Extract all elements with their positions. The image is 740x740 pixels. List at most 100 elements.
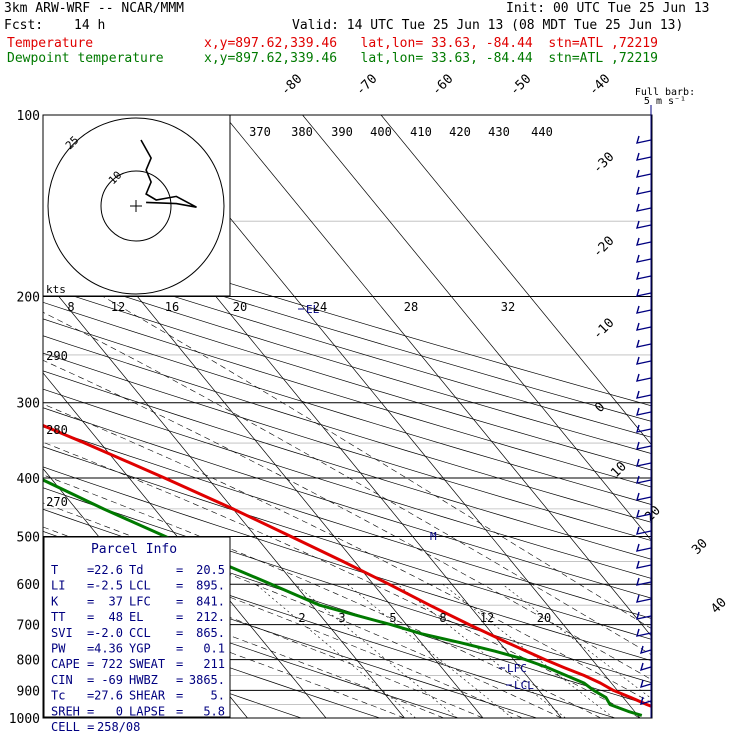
parcel-key: LAPSE [129, 704, 165, 718]
parcel-value: 841. [196, 594, 225, 608]
pressure-tick-label: 300 [17, 397, 40, 412]
mixing-ratio-label: 8 [439, 611, 446, 625]
dry-adiabat-line [43, 426, 652, 619]
parcel-value: 3865. [189, 673, 225, 687]
isotherm-tick-label: 20 [642, 503, 664, 525]
parcel-value: -2.0 [94, 626, 123, 640]
dewpoint-legend-label: Dewpoint temperature [7, 51, 164, 66]
mixing-ratio-label: 5 [389, 611, 396, 625]
dry-adiabat-line [43, 407, 652, 599]
wind-barb [636, 322, 652, 331]
wind-barb [636, 305, 652, 314]
dry-adiabat-line [43, 352, 652, 542]
wind-barb [636, 475, 652, 484]
theta-tick-label: 410 [410, 125, 432, 139]
mixing-ratio-line [255, 583, 416, 718]
parcel-value: 865. [196, 626, 225, 640]
wind-barb [636, 220, 652, 229]
parcel-eq: = [87, 704, 94, 718]
isotherm-line [380, 115, 652, 446]
dry-adiabat-line [43, 301, 652, 488]
hodo-speed-label: 24 [313, 300, 327, 314]
wind-barb [636, 339, 652, 348]
theta-tick-label: 390 [331, 125, 353, 139]
parcel-eq: = [176, 704, 183, 718]
dry-adiabat-line [43, 239, 652, 422]
wind-barb [639, 662, 652, 672]
parcel-eq: = [87, 610, 94, 624]
plot-frame [42, 114, 653, 719]
mixing-ratio-label: 2 [298, 611, 305, 625]
forecast-hour: 14 h [74, 18, 106, 33]
parcel-value: 0.1 [203, 642, 225, 656]
dry-adiabat-line [43, 335, 652, 523]
pressure-tick-label: 1000 [9, 712, 40, 727]
pressure-tick-label: 800 [17, 654, 40, 669]
wind-barb [636, 356, 652, 365]
dry-adiabat-line [43, 388, 652, 580]
wind-barb [636, 594, 652, 603]
isotherm-tick-label: -30 [590, 150, 617, 177]
wind-barb [636, 560, 652, 569]
hodo-speed-label: 16 [165, 300, 179, 314]
dry-adiabat-line [43, 224, 652, 407]
parcel-eq: = [176, 689, 183, 703]
dry-adiabat-line [43, 508, 652, 706]
parcel-eq: = [176, 626, 183, 640]
theta-tick-label: 400 [370, 125, 392, 139]
mixing-ratio-label: 12 [480, 611, 494, 625]
dry-adiabat-line [43, 318, 652, 506]
pressure-tick-label: 400 [17, 472, 40, 487]
parcel-eq: = [87, 579, 94, 593]
parcel-eq: = [87, 673, 94, 687]
parcel-key: LFC [129, 594, 151, 608]
isotherm-tick-label: -70 [353, 72, 380, 99]
moist-adiabat-line [43, 566, 444, 718]
wind-barb [636, 237, 652, 246]
wind-barb [636, 441, 652, 450]
wind-barb [636, 373, 652, 382]
parcel-eq: = [87, 626, 94, 640]
parcel-value: 211 [203, 657, 225, 671]
wind-barb [636, 390, 652, 399]
parcel-key: SVI [51, 626, 73, 640]
cell-label: CELL = [51, 720, 94, 734]
wind-barb [636, 526, 652, 535]
hodo-unit-label: kts [46, 283, 66, 296]
pressure-tick-label: 900 [17, 684, 40, 699]
wind-barb [636, 424, 652, 433]
barb-legend-title: Full barb: [635, 87, 695, 98]
parcel-key: SHEAR [129, 689, 166, 703]
mixing-ratio-line [295, 583, 458, 718]
wind-barb [636, 628, 652, 637]
parcel-key: LI [51, 579, 65, 593]
parcel-eq: = [176, 563, 183, 577]
parcel-key: CCL [129, 626, 151, 640]
theta-left-label: 280 [46, 423, 68, 437]
theta-tick-label: 430 [488, 125, 510, 139]
parcel-key: SREH [51, 704, 80, 718]
moist-adiabat-line [43, 359, 652, 681]
dewpoint-legend-info: x,y=897.62,339.46 lat,lon= 33.63, -84.44… [204, 51, 658, 66]
wind-barb [636, 203, 652, 212]
wind-barb [636, 543, 652, 552]
parcel-value: 22.6 [94, 563, 123, 577]
hodo-ring-10 [100, 170, 172, 242]
parcel-value: 37 [109, 594, 123, 608]
isotherm-line [0, 115, 12, 718]
theta-left-label: 270 [46, 495, 68, 509]
wind-barb [636, 577, 652, 586]
wind-barb [639, 679, 652, 689]
isotherm-tick-label: 0 [592, 400, 608, 416]
wind-barb [636, 254, 652, 263]
mixing-ratio-line [442, 583, 614, 718]
dry-adiabat-line [43, 254, 652, 438]
wind-barb [636, 407, 652, 416]
cell-value: 258/08 [97, 720, 140, 734]
pressure-tick-label: 200 [17, 291, 40, 306]
parcel-title: Parcel Info [91, 542, 177, 557]
wind-barb [636, 611, 652, 620]
parcel-panel-box [43, 536, 231, 718]
moist-adiabat-line [43, 474, 601, 718]
